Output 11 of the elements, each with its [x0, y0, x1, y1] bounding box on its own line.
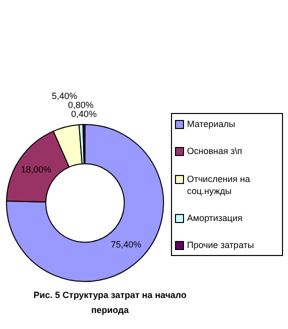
legend-label: Амортизация	[187, 212, 242, 224]
data-label: 75,40%	[110, 240, 142, 250]
legend-label: Отчисления на соц.нужды	[187, 172, 251, 196]
data-label: 0,80%	[68, 100, 94, 110]
legend-label: Основная з\п	[187, 145, 242, 158]
legend-label: Материалы	[187, 118, 236, 130]
data-label: 0,40%	[71, 108, 97, 119]
legend-label: Прочие затраты	[187, 239, 254, 251]
text: Рис. 5 Структура затрат на начало периода	[32, 289, 188, 317]
data-label: 18,00%	[20, 164, 52, 175]
data-label: 5,40%	[52, 90, 78, 101]
